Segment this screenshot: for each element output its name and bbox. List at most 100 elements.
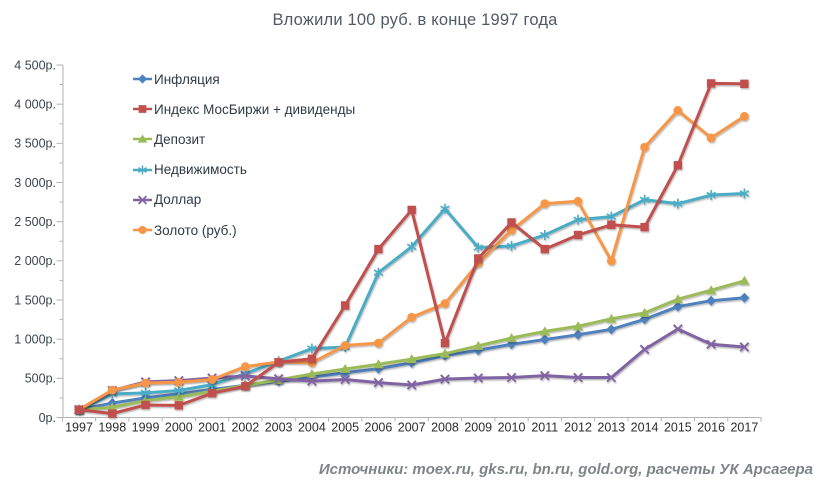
triangle-marker-icon: [473, 340, 484, 350]
diamond-marker-icon: [739, 292, 750, 303]
diamond-marker-icon: [672, 301, 683, 312]
x-marker-icon: [506, 372, 517, 383]
asterisk-marker-icon: [539, 229, 550, 240]
svg-text:2 500р.: 2 500р.: [14, 215, 56, 229]
asterisk-marker-icon: [473, 242, 484, 253]
svg-text:2016: 2016: [697, 421, 725, 435]
series-moex-index: [74, 79, 749, 418]
svg-text:2017: 2017: [730, 421, 758, 435]
circle-marker-icon: [207, 375, 217, 384]
svg-text:2011: 2011: [531, 421, 558, 435]
square-marker-icon: [507, 218, 516, 227]
square-marker-icon: [673, 161, 683, 170]
x-marker-icon: [307, 376, 317, 386]
svg-text:1999: 1999: [132, 421, 160, 435]
square-marker-icon: [141, 400, 150, 410]
square-marker-icon: [108, 409, 117, 418]
triangle-marker-icon: [539, 326, 550, 336]
svg-text:2013: 2013: [597, 421, 625, 435]
y-axis: [56, 64, 64, 418]
circle-marker-icon: [573, 196, 583, 206]
asterisk-marker-icon: [440, 203, 450, 214]
circle-marker-icon: [507, 225, 516, 235]
triangle-marker-icon: [672, 294, 684, 304]
asterisk-marker-icon: [739, 188, 750, 199]
svg-text:1 000р.: 1 000р.: [14, 332, 56, 346]
svg-text:1997: 1997: [65, 421, 93, 435]
svg-text:4 000р.: 4 000р.: [14, 97, 56, 111]
triangle-marker-icon: [639, 307, 650, 317]
x-marker-icon: [606, 372, 617, 383]
triangle-marker-icon: [506, 332, 517, 342]
legend-item-real-estate: Недвижимость: [133, 155, 355, 185]
triangle-marker-icon: [107, 402, 118, 412]
triangle-marker-icon: [406, 354, 417, 364]
triangle-marker-icon: [572, 321, 584, 331]
diamond-marker-icon: [706, 295, 717, 306]
svg-text:2006: 2006: [365, 421, 393, 435]
circle-marker-icon: [440, 299, 450, 308]
svg-text:2000: 2000: [165, 421, 193, 435]
triangle-marker-icon: [606, 313, 617, 323]
svg-text:2009: 2009: [464, 421, 492, 435]
svg-text:2014: 2014: [631, 421, 659, 435]
triangle-marker-icon: [137, 134, 148, 144]
triangle-marker-icon: [173, 391, 185, 401]
legend-item-inflation: Инфляция: [133, 64, 355, 94]
x-marker-icon: [440, 374, 450, 384]
x-marker-icon: [240, 371, 251, 381]
square-marker-icon: [440, 338, 450, 348]
triangle-marker-icon: [439, 348, 451, 358]
square-marker-icon: [138, 105, 147, 114]
x-marker-icon: [672, 324, 683, 334]
legend-item-moex-index: Индекс МосБиржи + дивиденды: [133, 94, 355, 124]
legend-item-deposit: Депозит: [133, 124, 355, 154]
asterisk-marker-icon: [606, 211, 617, 222]
x-marker-icon: [639, 344, 650, 355]
svg-text:2015: 2015: [664, 421, 692, 435]
svg-text:2 000р.: 2 000р.: [14, 254, 56, 268]
x-marker-icon: [739, 342, 750, 352]
asterisk-marker-icon: [639, 194, 650, 205]
asterisk-marker-icon: [373, 267, 384, 278]
diamond-marker-icon: [539, 334, 550, 345]
legend-label-real-estate: Недвижимость: [154, 162, 247, 178]
svg-text:2001: 2001: [198, 421, 226, 435]
square-marker-icon: [740, 79, 749, 88]
svg-text:4 500р.: 4 500р.: [14, 58, 56, 72]
svg-text:2002: 2002: [231, 421, 259, 435]
series-gold: [74, 106, 749, 415]
triangle-marker-icon: [339, 363, 351, 373]
legend-label-dollar: Доллар: [154, 192, 202, 208]
circle-marker-icon: [673, 106, 683, 115]
circle-marker-icon: [740, 111, 749, 121]
circle-marker-icon: [240, 362, 250, 371]
x-marker-icon: [138, 195, 147, 205]
y-axis-labels: 0р. 500р. 1 000р. 1 500р. 2 000р. 2 500р. 3 00…: [14, 58, 56, 424]
legend-label-gold: Золото (руб.): [154, 222, 237, 238]
square-marker-icon: [274, 358, 283, 367]
svg-text:2008: 2008: [431, 421, 459, 435]
circle-marker-icon: [407, 312, 417, 322]
square-marker-icon: [573, 230, 583, 240]
diamond-marker-icon: [573, 329, 584, 340]
x-axis-labels: 1997 1998 1999 2000 2001 2002 2003 2004 2005 2006…: [65, 421, 758, 435]
triangle-marker-icon: [739, 275, 750, 285]
square-marker-icon: [540, 244, 549, 254]
x-axis: [61, 417, 762, 422]
legend-label-moex-index: Индекс МосБиржи + дивиденды: [154, 101, 356, 117]
x-marker-icon: [473, 373, 484, 383]
asterisk-marker-icon: [673, 198, 683, 209]
square-marker-icon: [706, 79, 716, 88]
x-marker-icon: [273, 373, 284, 384]
asterisk-marker-icon: [706, 190, 716, 201]
square-marker-icon: [174, 401, 184, 410]
square-marker-icon: [241, 381, 250, 391]
svg-text:2004: 2004: [298, 421, 326, 435]
legend-key-deposit: [133, 134, 152, 144]
square-marker-icon: [307, 354, 317, 363]
asterisk-marker-icon: [406, 241, 417, 252]
circle-marker-icon: [374, 338, 383, 348]
circle-marker-icon: [340, 341, 350, 350]
